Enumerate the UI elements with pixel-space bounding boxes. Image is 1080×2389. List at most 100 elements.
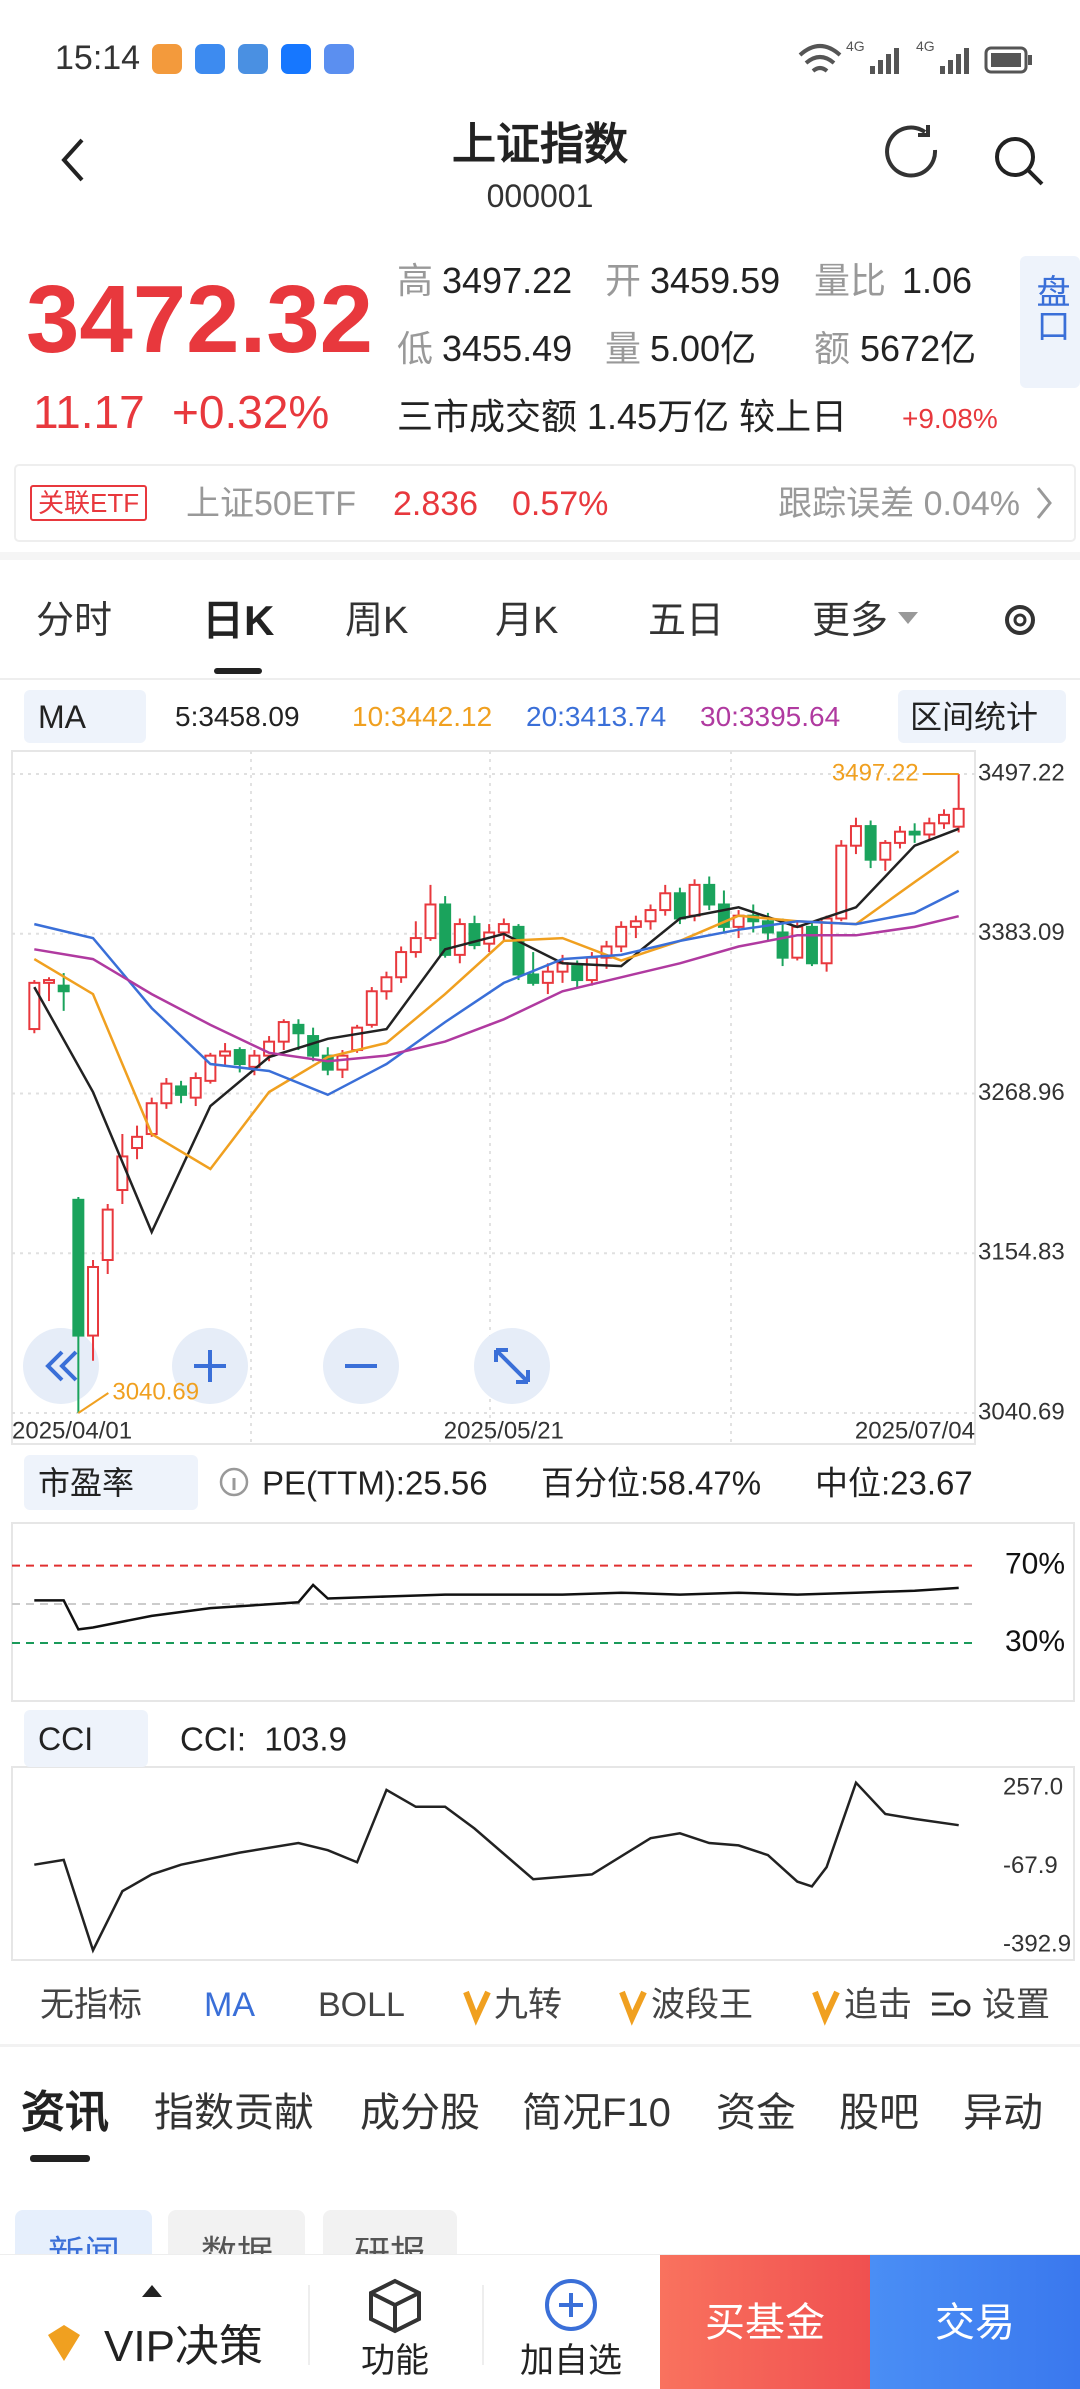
tab-underline	[214, 668, 262, 674]
search-icon[interactable]	[995, 137, 1035, 177]
cci-select[interactable]	[24, 1710, 148, 1767]
candle-body	[439, 903, 452, 956]
candle-body	[512, 925, 525, 976]
vip-label[interactable]: VIP决策	[104, 2322, 263, 2371]
indicator-select[interactable]	[24, 690, 146, 743]
settings-icon[interactable]	[1005, 605, 1035, 635]
candle-body	[380, 976, 393, 993]
y-tick-label: 3497.22	[978, 759, 1065, 786]
candle-body	[28, 981, 41, 1031]
candle-body	[835, 844, 848, 920]
y-tick-label: 30%	[1005, 1625, 1065, 1658]
pe-select[interactable]	[24, 1455, 198, 1510]
status-time: 15:14	[55, 39, 141, 77]
back-icon[interactable]	[61, 138, 84, 182]
candle-body	[952, 807, 965, 828]
vip-icon	[48, 2325, 80, 2361]
app-icon	[152, 44, 182, 74]
section-tab[interactable]: 指数贡献	[154, 2091, 314, 2135]
low-pointer	[77, 1392, 109, 1414]
etf-box[interactable]	[14, 464, 1076, 542]
ma-legend: 20:3413.74	[526, 701, 667, 732]
candle-body	[615, 925, 628, 948]
candle-body	[277, 1021, 290, 1043]
etf-price: 2.836	[393, 485, 479, 523]
expand-arrow	[142, 2285, 162, 2297]
period-tab[interactable]: 周K	[345, 600, 409, 642]
pe-percentile: 百分位:58.47%	[541, 1464, 762, 1502]
trade-button[interactable]: 交易	[870, 2255, 1080, 2389]
app-icon	[238, 44, 268, 74]
network-label: 4G	[846, 38, 865, 54]
candle-body	[893, 830, 906, 844]
section-tab[interactable]: 资金	[716, 2091, 796, 2135]
candle-body	[87, 1265, 100, 1337]
fund-button[interactable]: 买基金	[660, 2255, 870, 2389]
app-icon	[324, 44, 354, 74]
vertical-grid	[250, 751, 732, 1444]
stats-button[interactable]	[898, 690, 1066, 743]
period-tab[interactable]: 月K	[495, 600, 559, 642]
v-icon	[812, 1990, 840, 2026]
indicator-tab[interactable]: MA	[204, 1986, 255, 2024]
indicator-tab[interactable]: 设置	[982, 1986, 1050, 2024]
pe-info: PE(TTM):25.56	[262, 1464, 488, 1502]
indicator-tab[interactable]: 波段王	[651, 1986, 753, 2024]
section-tab[interactable]: 成分股	[360, 2091, 480, 2135]
candle-body	[219, 1050, 232, 1057]
candle-body	[57, 984, 70, 993]
price: 3472.32	[26, 266, 374, 373]
side-button[interactable]: 盘口	[1020, 256, 1080, 388]
period-tab[interactable]: 日K	[202, 597, 275, 644]
section-tab[interactable]: 简况F10	[522, 2091, 671, 2135]
change: 11.17	[33, 386, 145, 438]
add-icon	[545, 2279, 597, 2331]
period-tab[interactable]: 分时	[36, 600, 113, 642]
candle-body	[101, 1208, 114, 1262]
app-icon	[195, 44, 225, 74]
indicator-tab[interactable]: 追击	[844, 1986, 912, 2024]
candle-body	[321, 1054, 334, 1071]
stat-value: 5672亿	[860, 328, 977, 369]
scroll-left-icon	[45, 1350, 78, 1382]
indicator-tab[interactable]: BOLL	[318, 1986, 405, 2024]
settings-list-icon	[932, 1992, 954, 2016]
stat-value: 5.00亿	[650, 328, 757, 369]
stat-label: 开	[605, 260, 642, 301]
cci-info: CCI: 103.9	[180, 1720, 347, 1758]
y-tick-label: -392.9	[1003, 1930, 1071, 1957]
section-tab[interactable]: 资讯	[21, 2088, 109, 2137]
turnover: 三市成交额 1.45万亿 较上日	[397, 396, 848, 437]
watch-label[interactable]: 加自选	[520, 2342, 622, 2380]
change-pct: +0.32%	[172, 386, 330, 438]
function-label[interactable]: 功能	[361, 2342, 429, 2380]
candle-body	[248, 1054, 261, 1068]
section-tab[interactable]: 异动	[963, 2091, 1043, 2135]
separator	[0, 2044, 1080, 2047]
candle-body	[131, 1135, 144, 1150]
candle-body	[776, 931, 789, 959]
period-tab[interactable]: 五日	[648, 600, 725, 642]
candle-body	[233, 1049, 246, 1066]
ma-legend: 10:3442.12	[352, 701, 493, 732]
zoom-buttons	[23, 1328, 550, 1404]
v-icon	[619, 1990, 647, 2026]
etf-pct: 0.57%	[512, 485, 609, 523]
candle-body	[527, 973, 540, 984]
stat-value: 3497.22	[442, 260, 573, 301]
zoom-in-icon	[194, 1350, 226, 1382]
refresh-icon[interactable]	[885, 125, 938, 178]
section-tab[interactable]: 股吧	[839, 2091, 919, 2135]
indicator-tab[interactable]: 无指标	[40, 1986, 142, 2024]
candle-body	[468, 923, 481, 947]
candle-body	[541, 970, 554, 984]
candle-body	[497, 923, 510, 934]
candle-body	[908, 830, 921, 836]
indicator-tab[interactable]: 九转	[494, 1986, 562, 2024]
ma-line	[34, 889, 960, 1097]
period-tab[interactable]: 更多	[812, 600, 889, 642]
pe-median: 中位:23.67	[815, 1464, 973, 1502]
info-icon[interactable]	[219, 1467, 249, 1497]
stat-value: 3455.49	[442, 328, 573, 369]
